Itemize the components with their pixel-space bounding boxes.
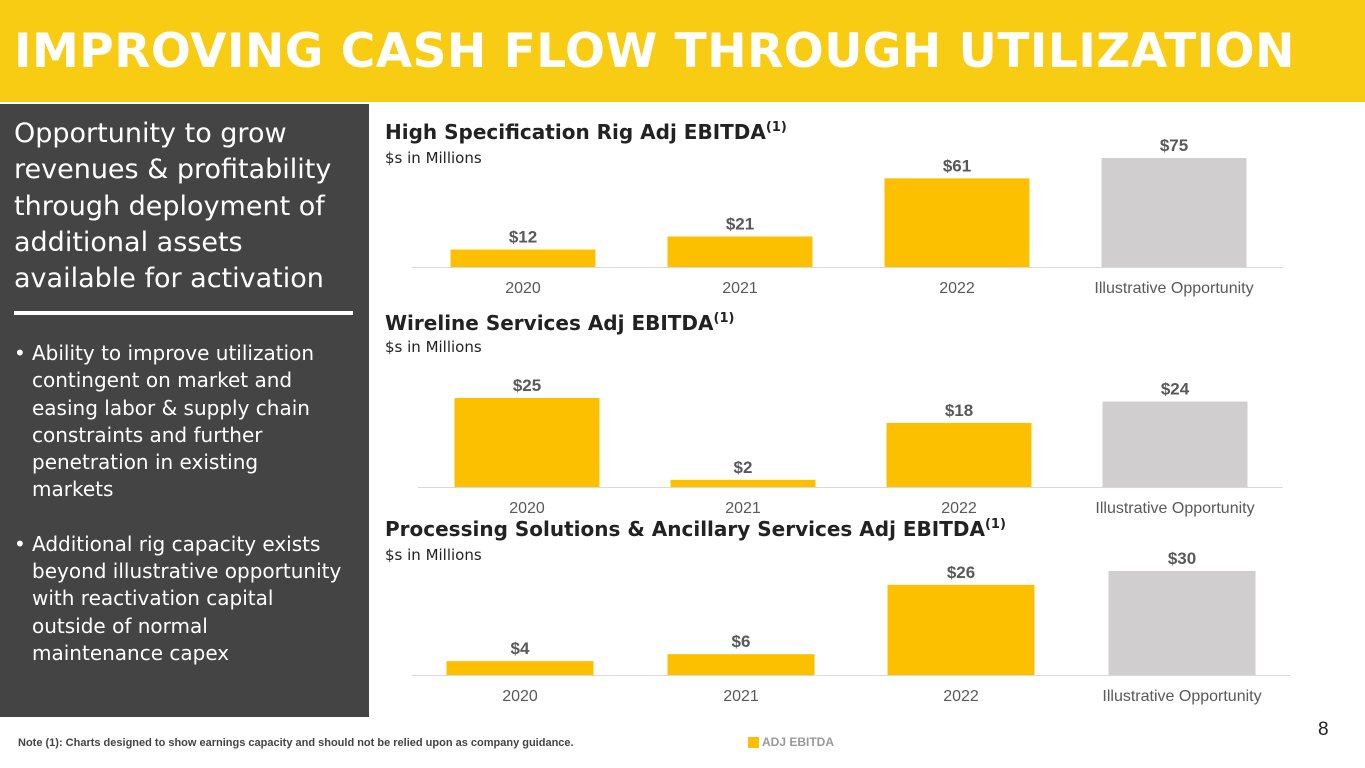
- chart-title-text: Processing Solutions & Ancillary Service…: [385, 517, 985, 541]
- chart-subtitle: $s in Millions: [385, 149, 482, 167]
- chart-high-spec-rig: $12 2020 $21 2021 $61 2022 $75 Illustrative Opp…: [412, 136, 1283, 297]
- bar-2021: [670, 479, 816, 487]
- bar-2021: [667, 654, 815, 675]
- bullet-item: • Ability to improve utilization conting…: [14, 340, 344, 504]
- chart-title-processing: Processing Solutions & Ancillary Service…: [385, 517, 1006, 541]
- panel-heading: Opportunity to grow revenues & profitabi…: [14, 118, 332, 295]
- data-label: $12: [509, 228, 537, 247]
- panel-divider: [14, 311, 353, 315]
- bullet-text: Ability to improve utilization contingen…: [32, 341, 315, 502]
- chart-wireline: $25 2020 $2 2021 $18 2022 $24 Illustrative Oppo…: [418, 376, 1283, 517]
- chart-processing: $4 2020 $6 2021 $26 2022 $30 Illustrative Oppor…: [412, 549, 1290, 705]
- bar-2022: [886, 422, 1032, 487]
- x-tick-label: 2020: [505, 280, 541, 297]
- x-tick-label: 2020: [502, 688, 538, 705]
- data-label: $25: [513, 376, 541, 395]
- bullet-list: • Ability to improve utilization conting…: [14, 340, 344, 694]
- footnote-marker: (1): [984, 517, 1006, 532]
- x-tick-label: 2021: [725, 500, 761, 517]
- chart-subtitle: $s in Millions: [385, 546, 482, 564]
- bar-2020: [454, 398, 600, 487]
- bar-illustrative-opportunity: [1102, 401, 1248, 487]
- page-number: 8: [1318, 719, 1329, 740]
- data-label: $30: [1168, 549, 1196, 568]
- data-label: $61: [943, 156, 971, 175]
- x-tick-label: 2022: [941, 500, 977, 517]
- footnote: Note (1): Charts designed to show earnin…: [18, 737, 574, 749]
- chart-title-text: High Specification Rig Adj EBITDA: [385, 120, 766, 144]
- summary-panel: Opportunity to grow revenues & profitabi…: [0, 104, 369, 717]
- chart-title-text: Wireline Services Adj EBITDA: [385, 311, 714, 335]
- legend-label: ADJ EBITDA: [762, 735, 835, 749]
- footnote-marker: (1): [765, 120, 787, 135]
- page-title: IMPROVING CASH FLOW THROUGH UTILIZATION: [14, 24, 1295, 79]
- bullet-dot-icon: •: [14, 531, 26, 556]
- footnote-marker: (1): [713, 311, 735, 326]
- data-label: $4: [511, 639, 530, 658]
- bar-2020: [450, 249, 596, 267]
- header-bar: IMPROVING CASH FLOW THROUGH UTILIZATION: [0, 0, 1365, 102]
- chart-subtitle: $s in Millions: [385, 338, 482, 356]
- x-tick-label: Illustrative Opportunity: [1102, 688, 1261, 705]
- data-label: $75: [1160, 136, 1188, 155]
- data-label: $21: [726, 214, 754, 233]
- bar-2021: [667, 236, 813, 267]
- bar-illustrative-opportunity: [1101, 158, 1247, 267]
- bar-2022: [887, 584, 1035, 675]
- bar-illustrative-opportunity: [1108, 571, 1256, 675]
- bullet-item: • Additional rig capacity exists beyond …: [14, 531, 344, 667]
- chart-title-high-spec-rig: High Specification Rig Adj EBITDA(1): [385, 120, 787, 144]
- data-label: $26: [947, 563, 975, 582]
- bullet-text: Additional rig capacity exists beyond il…: [32, 531, 342, 665]
- bar-2020: [446, 661, 594, 675]
- x-tick-label: 2020: [509, 500, 545, 517]
- bullet-dot-icon: •: [14, 341, 26, 365]
- x-tick-label: Illustrative Opportunity: [1094, 280, 1253, 297]
- x-tick-label: 2021: [722, 280, 758, 297]
- data-label: $6: [732, 632, 751, 651]
- bar-2022: [884, 178, 1030, 267]
- data-label: $24: [1161, 380, 1190, 399]
- data-label: $18: [945, 401, 973, 420]
- x-tick-label: 2022: [943, 688, 979, 705]
- x-tick-label: Illustrative Opportunity: [1095, 500, 1254, 517]
- data-label: $2: [734, 458, 753, 477]
- legend-swatch: [748, 737, 759, 748]
- x-tick-label: 2022: [939, 280, 975, 297]
- chart-title-wireline: Wireline Services Adj EBITDA(1): [385, 311, 734, 335]
- x-tick-label: 2021: [723, 688, 759, 705]
